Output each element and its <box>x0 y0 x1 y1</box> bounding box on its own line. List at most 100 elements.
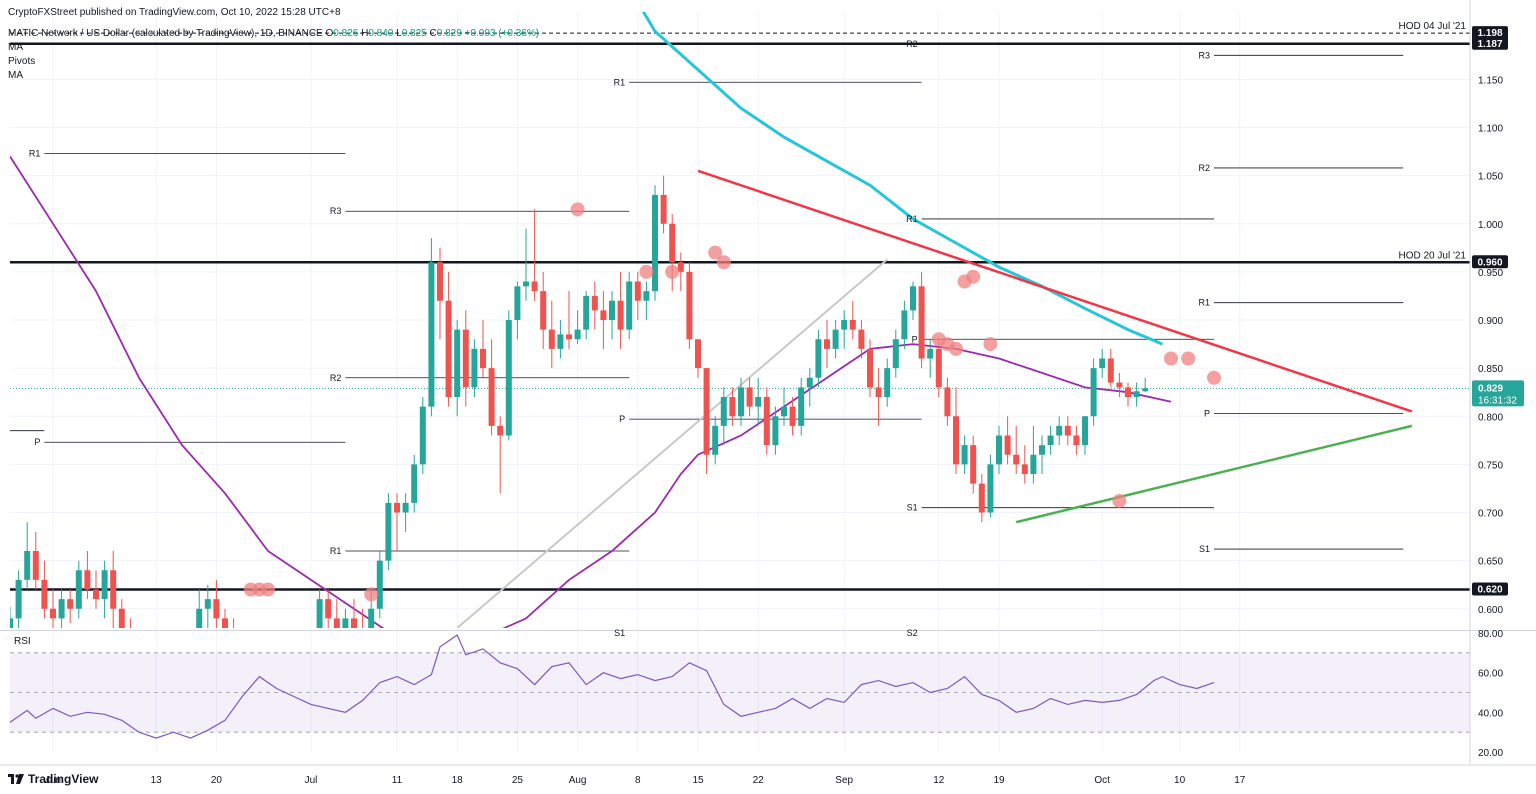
price-tick-label: 1.000 <box>1478 220 1503 231</box>
candle <box>772 406 779 455</box>
candle <box>643 281 650 320</box>
candle-body <box>892 339 899 369</box>
indicator-pivots[interactable]: Pivots <box>8 56 36 67</box>
candle-body <box>652 194 658 292</box>
candle <box>695 339 701 378</box>
candle <box>824 320 830 369</box>
candle-body <box>746 387 753 407</box>
candle-body <box>600 310 607 320</box>
candle <box>75 560 82 619</box>
candle-body <box>505 320 512 436</box>
candle <box>454 320 461 417</box>
candle <box>402 493 409 532</box>
candle-body <box>669 223 676 263</box>
pivot-label: R2 <box>330 373 342 383</box>
candle <box>514 281 521 340</box>
trendlines <box>456 169 1413 628</box>
candle-body <box>222 618 228 628</box>
time-tick-label: 22 <box>753 775 765 786</box>
candle <box>84 551 91 600</box>
candle-body <box>1090 368 1097 417</box>
rsi-tick-label: 80.00 <box>1478 629 1503 640</box>
candle <box>634 271 641 320</box>
candle-body <box>428 262 435 407</box>
candle <box>600 291 607 349</box>
price-tick-label: 1.050 <box>1478 172 1503 183</box>
candle-body <box>712 425 719 455</box>
candle <box>1047 425 1054 455</box>
candle <box>362 608 364 628</box>
candles[interactable] <box>7 175 1149 794</box>
candle-body <box>15 579 22 619</box>
price-tick-label: 0.800 <box>1478 412 1503 423</box>
candle <box>333 599 340 628</box>
time-tick-label: 19 <box>993 775 1005 786</box>
pivot-label: P <box>619 414 625 424</box>
candle <box>763 387 770 455</box>
candle-body <box>376 560 383 609</box>
tradingview-logo[interactable]: TradingView <box>8 772 98 786</box>
touch-marker <box>983 337 998 352</box>
candle <box>58 589 65 628</box>
publisher-line: CryptoFXStreet published on TradingView.… <box>8 7 341 18</box>
candle <box>566 291 572 349</box>
candle <box>789 397 796 436</box>
indicator-ma-fast[interactable]: MA <box>8 42 23 53</box>
candle <box>806 368 813 407</box>
candle <box>884 358 891 407</box>
candle <box>222 608 228 628</box>
candle <box>93 570 99 609</box>
candle <box>41 560 48 619</box>
candle-body <box>480 348 486 369</box>
pivot-label: S1 <box>1199 544 1210 554</box>
price-tick-label: 1.100 <box>1478 124 1503 135</box>
candle-body <box>351 618 357 628</box>
indicator-ma-slow[interactable]: MA <box>8 70 23 81</box>
price-tick-label: 0.850 <box>1478 364 1503 375</box>
candle-body <box>978 483 985 513</box>
candle-body <box>806 377 813 388</box>
candle <box>677 252 684 292</box>
candle-body <box>411 464 418 503</box>
candle <box>1004 416 1011 465</box>
candle <box>626 271 633 340</box>
candle-body <box>101 570 108 600</box>
candle <box>213 579 220 628</box>
candle <box>892 329 899 378</box>
candle-body <box>316 599 323 628</box>
candle <box>944 377 951 426</box>
pivot-label: S1 <box>614 628 625 638</box>
ohlc-low: 0.825 <box>401 28 427 39</box>
level-badge-text: 1.187 <box>1477 39 1502 50</box>
candle <box>729 387 736 426</box>
candle <box>1107 348 1114 388</box>
candle <box>996 425 1002 474</box>
candle <box>609 291 615 340</box>
candle-body <box>875 387 882 397</box>
candle <box>781 387 787 426</box>
time-tick-label: 13 <box>151 775 163 786</box>
price-tick-label: 1.150 <box>1478 75 1503 86</box>
candle <box>953 387 959 474</box>
candle <box>445 271 452 407</box>
touch-marker <box>639 264 654 279</box>
candle <box>1039 435 1045 474</box>
candle <box>1056 416 1063 446</box>
price-tick-label: 0.600 <box>1478 605 1503 616</box>
candle <box>910 281 916 320</box>
candle-body <box>927 348 934 359</box>
rsi-label: RSI <box>14 636 31 647</box>
candle-body <box>540 291 547 330</box>
candle-body <box>901 310 908 340</box>
candle <box>505 310 512 441</box>
candle <box>419 397 426 474</box>
rsi-line <box>9 634 1215 739</box>
candle-body <box>110 570 117 609</box>
candle <box>153 753 159 794</box>
candle <box>1064 416 1071 446</box>
candle <box>720 387 727 446</box>
symbol-line: MATIC Network / US Dollar (calculated by… <box>8 27 539 41</box>
candle-body <box>32 551 39 580</box>
candle-body <box>162 753 168 763</box>
